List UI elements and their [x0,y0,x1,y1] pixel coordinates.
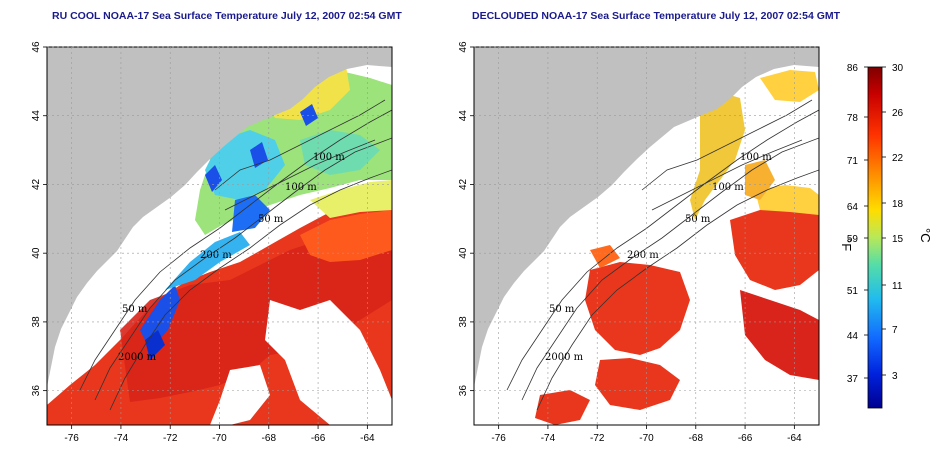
fahrenheit-tick-label: 71 [847,156,859,167]
colorbar-scale [867,66,883,409]
lat-tick-label: 42 [31,178,42,190]
contour-label: 100 m [313,152,345,163]
celsius-tick-label: 3 [892,371,898,382]
lon-tick-label: -72 [163,433,178,444]
left-panel-title: RU COOL NOAA-17 Sea Surface Temperature … [52,10,402,22]
celsius-tick-label: 22 [892,153,904,164]
contour-label: 200 m [200,250,232,261]
contour-label: 100 m [712,182,744,193]
lat-tick-label: 40 [458,247,469,259]
lat-tick-label: 36 [31,385,42,397]
celsius-tick-label: 11 [892,281,903,292]
lon-tick-label: -70 [212,433,227,444]
contour-label: 100 m [285,182,317,193]
fahrenheit-tick-label: 37 [847,374,859,385]
contour-label: 50 m [549,304,575,315]
lat-tick-label: 44 [31,110,42,122]
celsius-tick-label: 26 [892,108,904,119]
colorbar: 86 78 71 64 59 51 44 37 30 26 22 18 15 11 7 3 °F °C [839,63,933,409]
fahrenheit-tick-label: 51 [847,286,859,297]
lon-tick-label: -66 [311,433,326,444]
fahrenheit-tick-label: 86 [847,63,859,74]
map-axes: -76 -74 -72 -70 -68 -66 -64 46 44 42 40 38 36 -76 -74 -… [31,41,819,444]
contour-label: 2000 m [118,352,157,363]
fahrenheit-tick-label: 59 [847,234,859,245]
lon-tick-label: -74 [541,433,556,444]
lon-tick-label: -70 [639,433,654,444]
lat-tick-label: 40 [31,247,42,259]
contour-label: 100 m [740,152,772,163]
contour-label: 2000 m [545,352,584,363]
lat-tick-label: 44 [458,110,469,122]
lat-tick-label: 46 [458,41,469,53]
lat-tick-label: 42 [458,178,469,190]
celsius-tick-label: 30 [892,63,904,74]
lat-tick-label: 36 [458,385,469,397]
lon-tick-label: -74 [114,433,129,444]
fahrenheit-tick-label: 64 [847,202,859,213]
lat-tick-label: 38 [458,316,469,328]
lon-tick-label: -66 [738,433,753,444]
contour-label: 200 m [627,250,659,261]
lat-tick-label: 38 [31,316,42,328]
lon-tick-label: -64 [360,433,375,444]
contour-label: 50 m [258,214,284,225]
lon-tick-label: -68 [689,433,704,444]
lon-tick-label: -76 [491,433,506,444]
fahrenheit-tick-label: 78 [847,113,859,124]
contour-label: 50 m [122,304,148,315]
lat-tick-label: 46 [31,41,42,53]
fahrenheit-unit: °F [839,238,854,251]
lon-tick-label: -76 [64,433,79,444]
fahrenheit-tick-label: 44 [847,331,859,342]
celsius-tick-label: 18 [892,199,904,210]
lon-tick-label: -68 [262,433,277,444]
celsius-tick-label: 15 [892,234,904,245]
contour-label: 50 m [685,214,711,225]
right-panel-title: DECLOUDED NOAA-17 Sea Surface Temperatur… [472,10,841,22]
celsius-unit: °C [918,228,933,243]
lon-tick-label: -72 [590,433,605,444]
celsius-tick-label: 7 [892,325,898,336]
lon-tick-label: -64 [787,433,802,444]
